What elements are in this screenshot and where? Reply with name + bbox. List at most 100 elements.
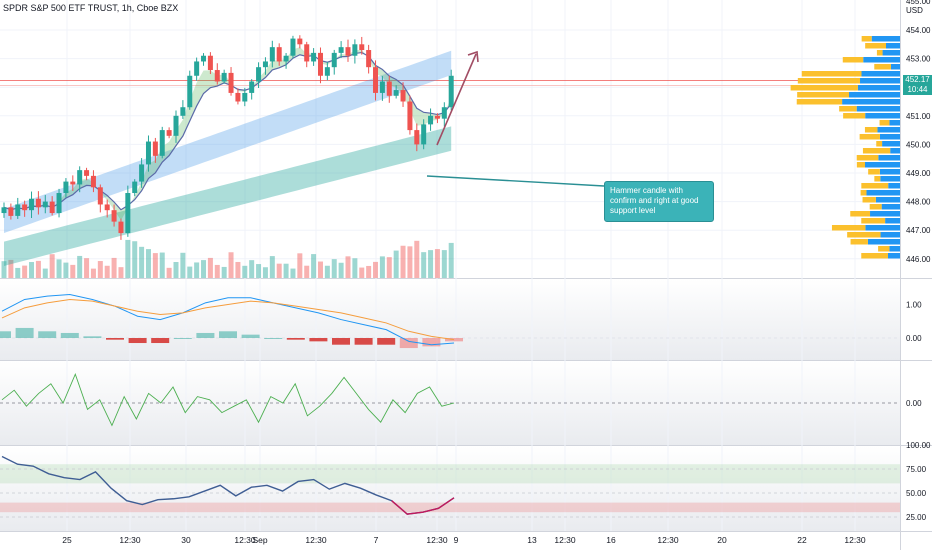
time-tick-label: 12:30 xyxy=(554,535,576,545)
teal-ribbon-band xyxy=(4,126,452,266)
candle-body xyxy=(118,221,124,234)
candle-body xyxy=(104,204,110,211)
candle-body xyxy=(249,81,255,93)
candle-body xyxy=(90,175,96,188)
profile-bar-down xyxy=(876,50,883,56)
volume-bar xyxy=(214,264,220,278)
volume-bar xyxy=(42,268,48,278)
macd-histogram-bar xyxy=(83,336,102,338)
time-tick-label: 25 xyxy=(62,535,72,545)
rsi-tick-label: 50.00 xyxy=(906,489,927,498)
candle-body xyxy=(15,204,21,216)
profile-bar-up xyxy=(880,176,900,182)
candle-body xyxy=(214,70,220,82)
candle-body xyxy=(256,67,262,82)
profile-bar-down xyxy=(831,225,866,231)
candle-body xyxy=(400,90,406,102)
volume-bar xyxy=(29,262,35,278)
profile-bar-up xyxy=(885,218,900,224)
volume-bar xyxy=(187,266,193,278)
price-tick-label: 450.00 xyxy=(906,140,931,149)
volume-bar xyxy=(373,261,379,278)
volume-bar xyxy=(118,267,124,278)
price-tick-label: 451.00 xyxy=(906,112,931,121)
macd-histogram-bar xyxy=(354,338,373,345)
profile-bar-down xyxy=(797,92,850,98)
macd-pane-bg xyxy=(0,279,900,360)
volume-bar xyxy=(90,268,96,278)
volume-bar xyxy=(235,261,241,278)
drawings[interactable] xyxy=(426,50,605,187)
volume-bar xyxy=(366,265,372,278)
volume-bar xyxy=(180,252,186,278)
profile-bar-up xyxy=(860,78,900,84)
profile-bar-down xyxy=(865,43,886,49)
profile-bar-up xyxy=(856,106,900,112)
volume-bar xyxy=(317,261,323,278)
time-tick-label: Sep xyxy=(252,535,267,545)
macd-histogram-bar xyxy=(60,332,79,338)
volume-bar xyxy=(441,250,447,278)
profile-bar-up xyxy=(861,71,900,77)
profile-bar-down xyxy=(869,204,882,210)
volume-bar xyxy=(242,265,248,278)
profile-bar-up xyxy=(864,162,900,168)
candle-body xyxy=(366,50,372,68)
profile-bar-down xyxy=(861,218,886,224)
profile-bar-up xyxy=(877,127,900,133)
candle-body xyxy=(345,47,351,56)
candle-body xyxy=(187,75,193,108)
profile-bar-down xyxy=(862,148,891,154)
profile-bar-up xyxy=(888,183,900,189)
volume-bar xyxy=(77,255,83,278)
profile-bar-down xyxy=(859,134,880,140)
profile-bar-down xyxy=(876,141,883,147)
time-tick-label: 12:30 xyxy=(426,535,448,545)
volume-bar xyxy=(345,256,351,278)
volume-bar xyxy=(145,249,151,278)
volume-bar xyxy=(290,268,296,278)
macd-histogram-bar xyxy=(15,327,34,338)
volume-bar xyxy=(56,259,62,278)
macd-line xyxy=(1,293,455,346)
candle-body xyxy=(63,181,69,194)
candle-body xyxy=(434,115,440,119)
candle-body xyxy=(304,44,310,62)
candle-body xyxy=(317,52,323,76)
rsi-tick-label: 75.00 xyxy=(906,465,927,474)
volume-bar xyxy=(338,262,344,278)
volume-bar xyxy=(201,260,207,278)
macd-histogram-bar xyxy=(196,332,215,338)
profile-bar-up xyxy=(870,211,900,217)
price-tick-label: 455.00 xyxy=(906,0,931,6)
volume-bar xyxy=(70,264,76,278)
volume-bar xyxy=(262,267,268,278)
candle-body xyxy=(428,115,434,125)
symbol-title[interactable]: SPDR S&P 500 ETF TRUST, 1h, Cboe BZX xyxy=(3,3,179,13)
price-tick-label: 447.00 xyxy=(906,226,931,235)
annotation-callout[interactable]: Hammer candle with confirm and right at … xyxy=(604,181,714,222)
oscillator-pane xyxy=(0,372,900,427)
fast-ribbon-band xyxy=(4,47,452,221)
candle-body xyxy=(201,55,207,62)
candle-body xyxy=(173,115,179,136)
profile-bar-down xyxy=(796,99,843,105)
candle-body xyxy=(359,44,365,51)
candle-body xyxy=(145,141,151,165)
trend-arrow-head xyxy=(467,50,479,63)
volume-bar xyxy=(1,261,7,278)
volume-bar xyxy=(256,264,262,278)
volume-bar xyxy=(421,252,427,278)
macd-histogram-bar xyxy=(173,338,192,339)
profile-bar-down xyxy=(856,155,879,161)
trend-arrow-line xyxy=(436,53,477,146)
candle-body xyxy=(373,67,379,93)
candle-body xyxy=(207,55,213,71)
volume-bars xyxy=(1,239,454,278)
candle-body xyxy=(49,201,55,214)
profile-bar-up xyxy=(857,85,900,91)
candle-body xyxy=(421,124,427,145)
profile-bar-down xyxy=(801,71,862,77)
